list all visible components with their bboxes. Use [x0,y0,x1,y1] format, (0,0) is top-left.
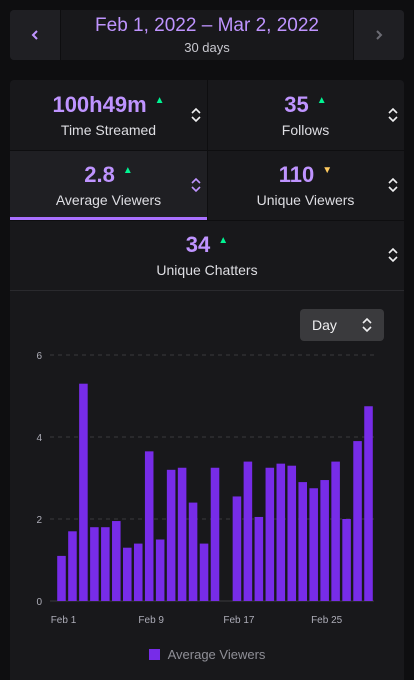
stat-tile-unique-viewers[interactable]: 110 ▼ Unique Viewers [207,150,404,220]
chart-bar [265,467,275,601]
date-range-title: Feb 1, 2022 – Mar 2, 2022 [95,15,319,36]
chart-bar [144,451,154,601]
stat-value: 34 [185,232,211,257]
chart-bar [79,383,88,601]
trend-up-icon: ▲ [154,95,165,106]
stat-value: 35 [284,92,309,117]
x-tick-label: Feb 25 [311,615,343,626]
chart-bar [320,480,329,601]
chart-bar [166,469,176,601]
chart-bar [364,406,373,601]
y-tick-label: 6 [36,351,42,362]
next-range-button[interactable] [354,10,404,60]
trend-up-icon: ▲ [316,95,327,106]
chart-bar [309,488,318,601]
previous-range-button[interactable] [10,10,60,60]
stat-label: Follows [281,122,330,138]
chart-bar [254,516,264,601]
chart-bar [287,465,297,601]
period-dropdown-value: Day [312,317,337,333]
legend-label: Average Viewers [167,647,266,662]
chart-bar [276,463,286,601]
y-tick-label: 4 [36,433,42,444]
chart-bar [177,467,187,601]
chart-bar [298,482,308,601]
chart-bar [155,539,165,601]
stat-label: Unique Chatters [156,262,258,278]
stats-grid: 100h49m ▲ Time Streamed 35 ▲ Follows 2.8… [10,80,404,290]
stat-value: 100h49m [52,92,147,117]
stat-tile-unique-chatters[interactable]: 34 ▲ Unique Chatters [10,220,404,290]
chart-bar [68,531,77,601]
chart-bar [243,461,253,601]
chevron-right-icon [376,30,383,40]
chart-legend[interactable]: Average Viewers [10,647,404,662]
active-tab-indicator [10,217,207,220]
y-tick-label: 0 [36,597,42,608]
chart-bar [199,543,209,601]
tile-divider [10,220,404,221]
chart-bar [90,527,99,601]
y-tick-label: 2 [36,515,42,526]
stat-tile-follows[interactable]: 35 ▲ Follows [207,80,404,150]
chart-bar [188,502,198,601]
sort-icon [191,177,201,193]
x-tick-label: Feb 1 [51,615,77,626]
chart-bar [210,467,220,601]
date-range-length: 30 days [184,40,230,55]
trend-up-icon: ▲ [218,235,229,246]
stat-label: Time Streamed [60,122,157,138]
trend-down-icon: ▼ [322,165,333,176]
average-viewers-chart: 0 2 4 6 Feb 1 Feb 9 Feb 17 Feb 25 [36,351,374,626]
trend-up-icon: ▲ [122,165,133,176]
date-range-display[interactable]: Feb 1, 2022 – Mar 2, 2022 30 days [60,10,354,60]
stat-label: Average Viewers [55,192,162,208]
date-range-bar: Feb 1, 2022 – Mar 2, 2022 30 days [10,10,404,60]
x-tick-label: Feb 9 [138,615,164,626]
legend-swatch [148,649,160,660]
chart-bar [331,461,340,601]
stat-value: 110 [278,162,315,187]
chart-bar [112,521,121,601]
stat-value: 2.8 [84,162,115,187]
dropdown-sort-icon [362,317,372,333]
chart-bar [353,441,362,601]
chart-bar [122,547,132,601]
sort-icon [388,247,398,263]
chart-bar [133,543,143,601]
chart-bar [101,527,110,601]
chart-bar [232,496,242,601]
sort-icon [388,107,398,123]
stat-tile-time-streamed[interactable]: 100h49m ▲ Time Streamed [10,80,207,150]
stat-label: Unique Viewers [256,192,355,208]
sort-icon [191,107,201,123]
sort-icon [388,177,398,193]
tile-divider [10,150,404,151]
chart-panel: Day 0 2 4 6 Feb 1 Feb 9 Feb 17 Feb 25 Average V… [10,290,404,680]
period-dropdown[interactable]: Day [300,309,384,341]
chart-bar [342,519,351,601]
x-tick-label: Feb 17 [223,615,255,626]
chevron-left-icon [31,30,38,40]
chart-bar [57,555,66,601]
stat-tile-average-viewers[interactable]: 2.8 ▲ Average Viewers [10,150,207,220]
